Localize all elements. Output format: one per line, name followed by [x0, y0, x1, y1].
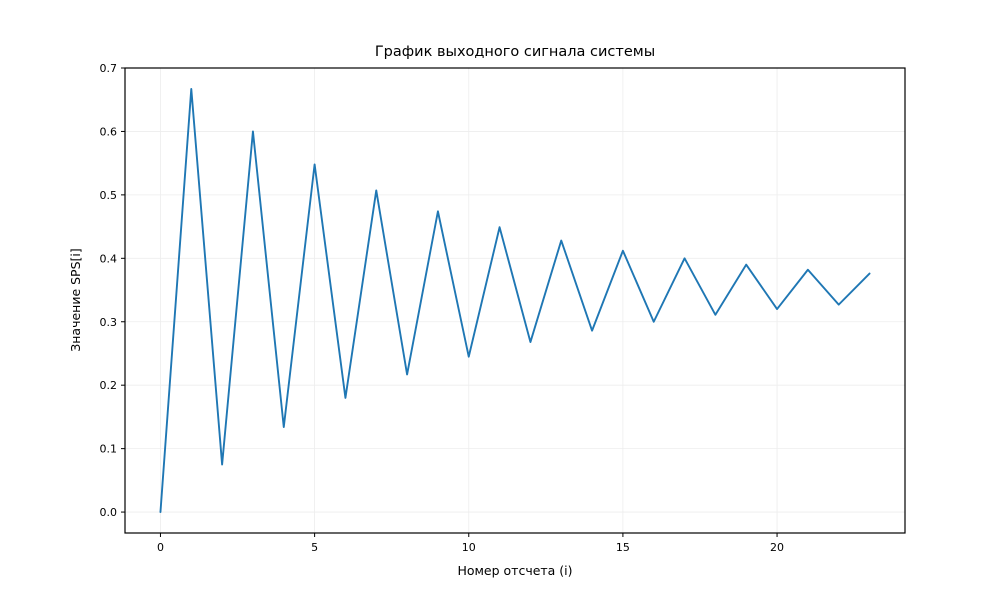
y-axis-tick-label: 0.0 [100, 506, 118, 519]
grid-layer [125, 67, 905, 533]
x-axis-tick-label: 20 [770, 541, 784, 554]
y-axis-tick-label: 0.7 [100, 62, 118, 75]
chart-title: График выходного сигнала системы [375, 44, 655, 60]
x-axis-tick-label: 10 [462, 541, 476, 554]
y-axis-tick-label: 0.5 [100, 189, 118, 202]
y-axis-tick-label: 0.6 [100, 125, 118, 138]
plot-area-border [124, 67, 906, 534]
tick-layer: 0 5 10 15 20 0.0 0.1 0.2 0.3 0.4 0.5 0.6 0.7 [100, 62, 785, 554]
x-axis-label: Номер отсчета (i) [457, 563, 572, 578]
y-axis-tick-label: 0.4 [100, 252, 118, 265]
x-axis-tick-label: 15 [616, 541, 630, 554]
y-axis-label: Значение SPS[i] [68, 248, 83, 352]
series-layer [159, 87, 871, 514]
y-axis-tick-label: 0.1 [100, 443, 118, 456]
signal-line-series [159, 87, 871, 514]
x-axis-tick-label: 0 [157, 541, 164, 554]
x-axis-tick-label: 5 [311, 541, 318, 554]
y-axis-tick-label: 0.3 [100, 316, 118, 329]
y-axis-tick-label: 0.2 [100, 379, 118, 392]
